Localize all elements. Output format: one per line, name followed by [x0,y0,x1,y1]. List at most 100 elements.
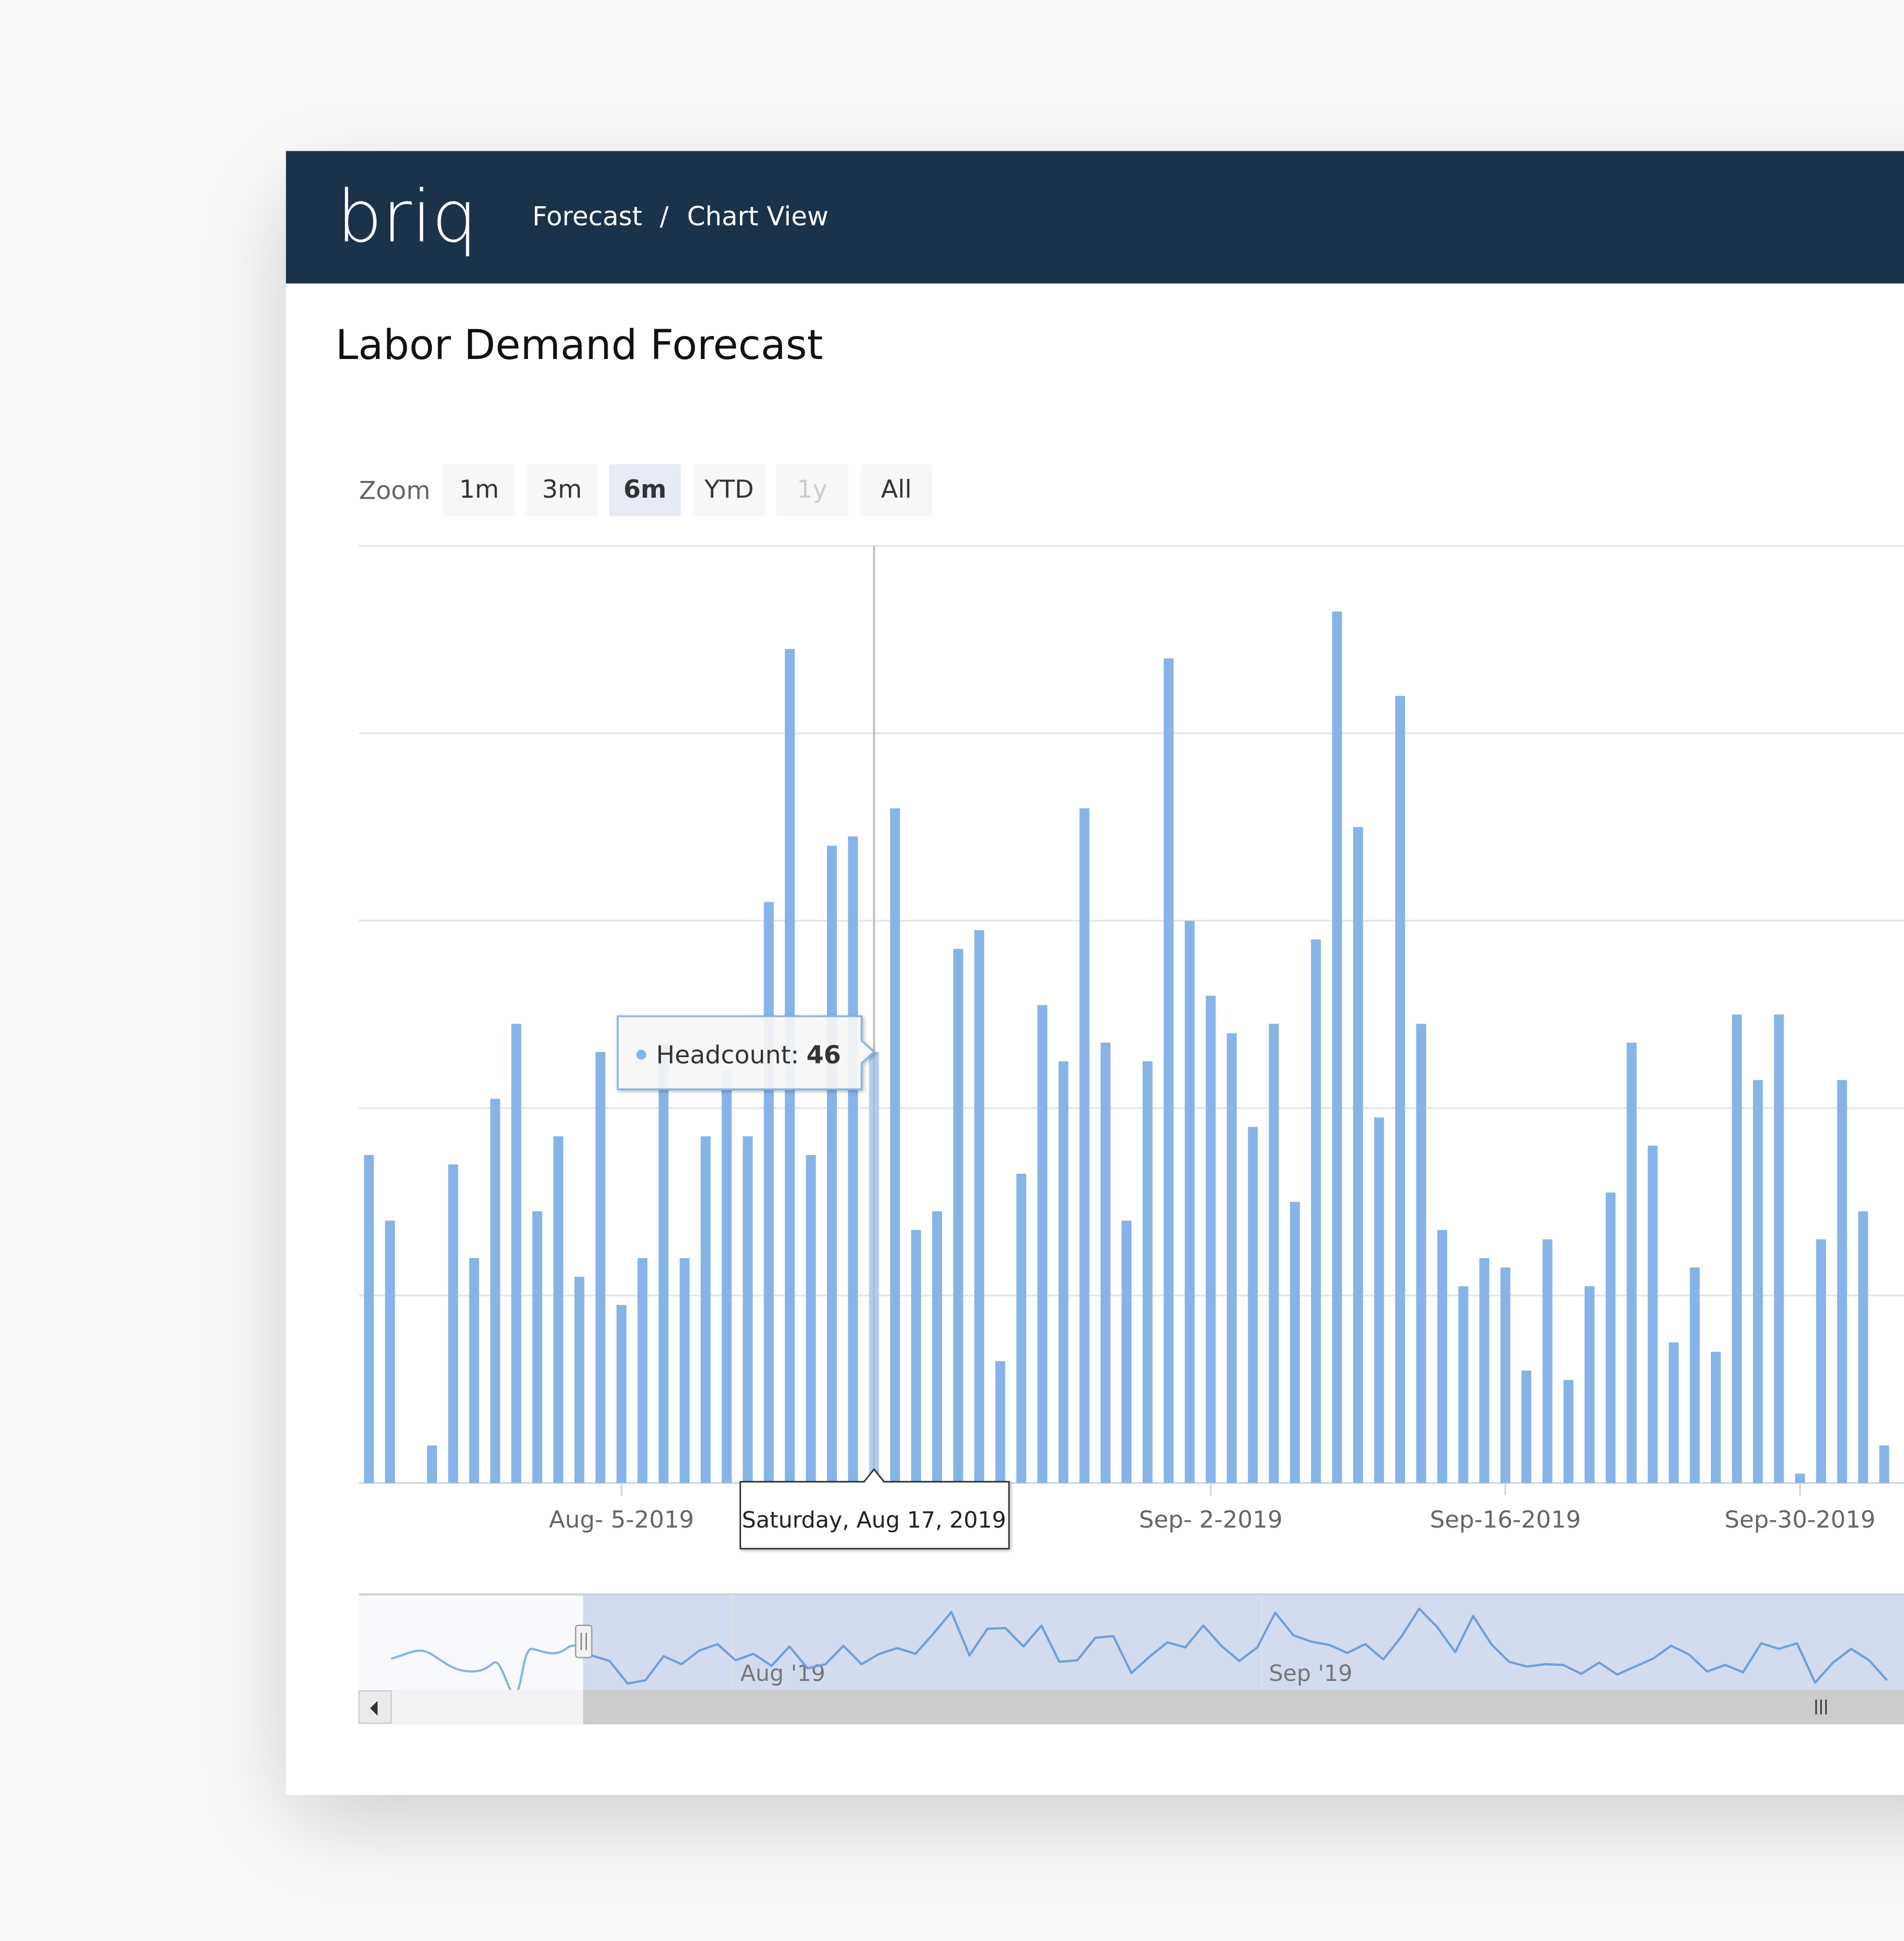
header-bar [286,151,1904,284]
bar [1143,1061,1153,1483]
zoom-button[interactable] [609,464,681,517]
tooltip-value: 46 [807,1041,841,1070]
bar [1311,939,1321,1483]
bar [1269,1024,1279,1483]
bar [1353,827,1363,1483]
bar [1689,1267,1700,1483]
bar [953,949,964,1483]
bar [658,1042,669,1483]
navigator-handle[interactable] [575,1624,592,1658]
bar [1290,1202,1300,1483]
bar [848,836,858,1483]
bar [595,1052,606,1483]
bar [1500,1267,1510,1483]
bar [574,1276,585,1483]
bar [1521,1370,1532,1483]
bar [637,1258,648,1483]
scrollbar-grip [1815,1699,1827,1715]
navigator-line [591,1607,1888,1685]
zoom-button-label[interactable]: 6m [623,475,666,504]
bar [1648,1146,1658,1483]
bar [1016,1173,1026,1483]
bar [911,1230,921,1483]
bar [1627,1042,1637,1483]
x-tick-label: Sep-16-2019 [1430,1506,1581,1533]
navigator-selection[interactable] [583,1594,1904,1690]
bar [448,1164,458,1483]
bar [700,1136,711,1483]
bar [1122,1220,1132,1483]
x-tick-label: Sep-30-2019 [1724,1506,1876,1533]
breadcrumb-separator: / [660,201,669,232]
scrollbar-left-button[interactable] [358,1690,392,1724]
bar [722,1070,732,1483]
bar [1058,1061,1069,1483]
bar [1163,658,1174,1483]
bar [764,902,774,1483]
bar [1479,1258,1489,1483]
bar [1248,1127,1258,1483]
bar [1710,1352,1721,1483]
bar [1332,611,1342,1483]
card [286,151,1904,1795]
bar [1437,1230,1448,1483]
bar [1416,1024,1426,1483]
zoom-button[interactable] [526,464,598,517]
handle-grip [580,1632,587,1651]
bar [1037,1005,1048,1483]
zoom-button-label[interactable]: YTD [704,475,754,504]
zoom-button-label: 1y [797,475,827,504]
bar [1605,1192,1616,1483]
bar [1584,1286,1595,1483]
navigator-label: Sep '19 [1269,1660,1353,1687]
bar [1458,1286,1469,1483]
navigator-label: Aug '19 [741,1660,826,1687]
bar [995,1361,1005,1483]
page-title: Labor Demand Forecast [335,322,823,369]
zoom-button[interactable] [860,464,933,517]
bar [1184,921,1195,1483]
tooltip-label: Headcount: [656,1041,799,1070]
zoom-button[interactable] [443,464,516,517]
bar [1563,1379,1574,1483]
bar [364,1155,374,1483]
bar [490,1098,500,1483]
zoom-button [776,464,848,517]
bar [1732,1014,1742,1483]
scrollbar-arrow [370,1701,378,1716]
bar [1542,1239,1553,1483]
zoom-button-label[interactable]: 1m [459,475,499,504]
bar [1205,995,1216,1483]
bar [1374,1117,1384,1483]
bar [616,1305,626,1483]
bar [890,808,900,1483]
bar [385,1220,395,1483]
bar [1395,695,1405,1483]
bar [1858,1211,1868,1483]
bar [974,930,984,1483]
bar [1668,1342,1679,1483]
tooltip-text: Headcount: 46 [656,1041,841,1070]
breadcrumb-link[interactable]: Forecast [532,201,642,232]
logo[interactable]: briq [337,175,477,259]
bar [1837,1080,1847,1483]
bar [553,1136,564,1483]
zoom-button-label[interactable]: All [881,475,912,504]
bar [427,1445,437,1483]
bar [1227,1033,1237,1483]
bar [743,1136,753,1483]
zoom-button-label[interactable]: 3m [542,475,582,504]
bar [679,1258,690,1483]
zoom-label: Zoom [359,476,430,505]
zoom-button[interactable] [693,464,765,517]
bar [1879,1445,1889,1483]
bar [1816,1239,1826,1483]
bar [1753,1080,1763,1483]
bar [932,1211,943,1483]
bar [805,1155,816,1483]
x-tick-label: Sep- 2-2019 [1139,1506,1282,1533]
scrollbar-thumb[interactable] [583,1689,1904,1725]
tooltip-dot [636,1049,646,1060]
